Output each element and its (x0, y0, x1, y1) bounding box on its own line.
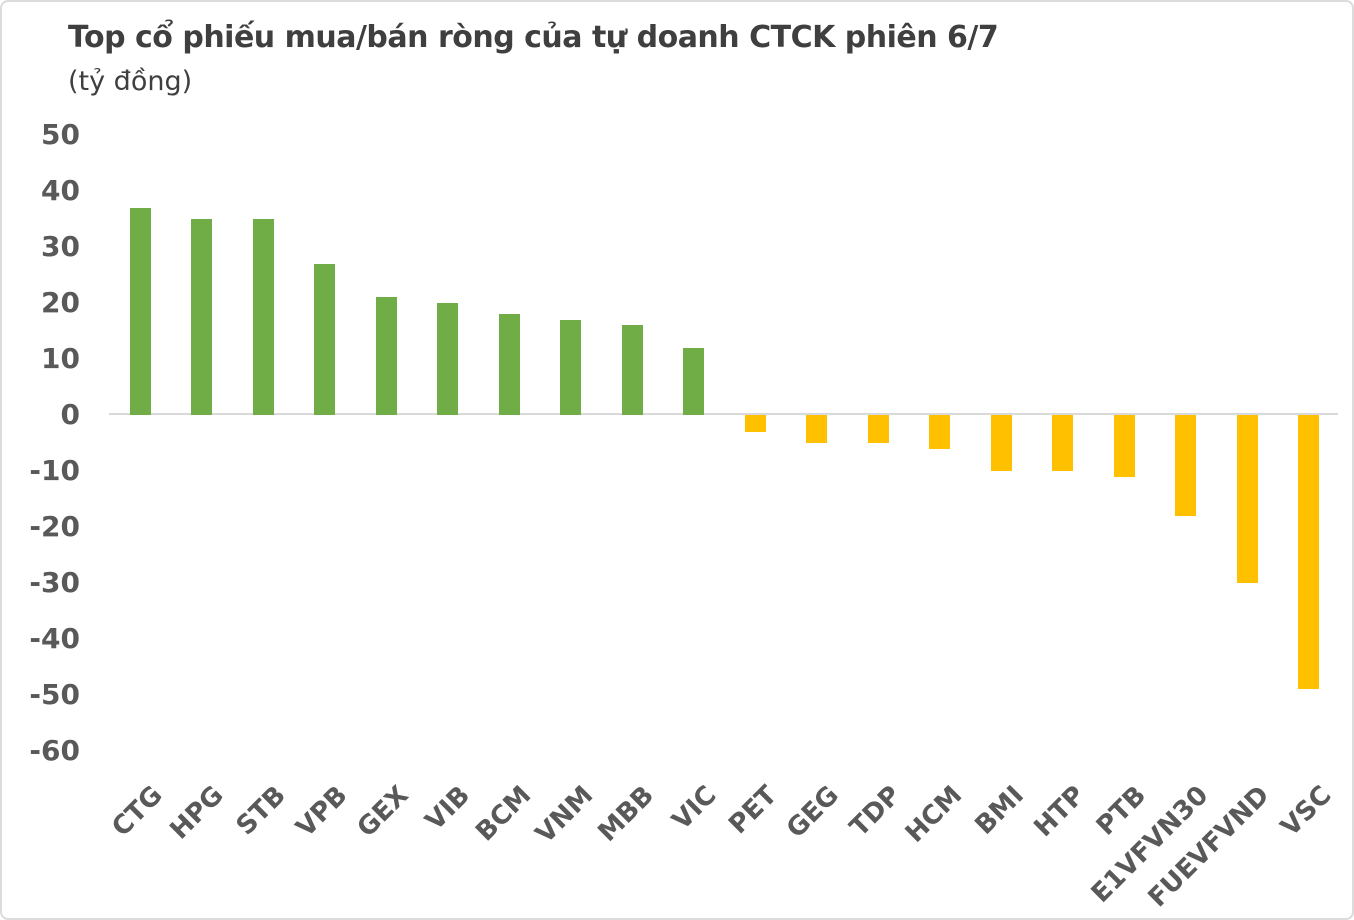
x-axis-label-BMI: BMI (969, 780, 1030, 841)
x-axis-label-HTP: HTP (1028, 780, 1092, 843)
bar-VIC (683, 347, 704, 415)
x-axis-label-PET: PET (723, 780, 784, 841)
y-tick-label: 10 (41, 342, 80, 375)
x-axis-label-VSC: VSC (1274, 780, 1338, 843)
y-tick-label: -60 (29, 734, 80, 767)
chart-title: Top cổ phiếu mua/bán ròng của tự doanh C… (68, 20, 999, 55)
bar-GEG (806, 415, 827, 443)
bar-PTB (1113, 415, 1135, 477)
x-axis-label-VIB: VIB (419, 780, 477, 837)
bar-E1VFVN30 (1175, 415, 1196, 516)
bar-VPB (314, 263, 335, 415)
bar-FUEVFVND (1236, 415, 1258, 583)
bar-HPG (191, 219, 212, 415)
y-tick-label: -20 (29, 510, 80, 543)
bar-CTG (129, 207, 151, 415)
x-axis-label-MBB: MBB (592, 780, 661, 848)
x-axis-label-GEG: GEG (781, 780, 846, 845)
x-axis-label-CTG: CTG (106, 780, 169, 843)
bar-TDP (867, 415, 889, 443)
y-tick-label: 0 (60, 398, 80, 431)
bar-STB (252, 219, 274, 415)
y-tick-label: 20 (41, 286, 80, 319)
bar-BCM (498, 314, 520, 415)
bar-HTP (1052, 415, 1073, 471)
y-tick-label: -40 (29, 622, 80, 655)
y-tick-label: 30 (41, 230, 80, 263)
bar-VIB (437, 303, 458, 415)
bar-PET (744, 415, 766, 432)
x-axis-label-HPG: HPG (164, 780, 231, 846)
bar-VNM (560, 319, 581, 415)
bar-BMI (990, 415, 1012, 471)
x-axis-zero-line (109, 413, 1338, 415)
y-tick-label: -50 (29, 678, 80, 711)
x-axis-label-BCM: BCM (470, 780, 538, 848)
x-axis-label-VPB: VPB (290, 780, 354, 844)
x-axis-label-TDP: TDP (844, 780, 907, 843)
chart-unit-label: (tỷ đồng) (68, 66, 193, 97)
x-axis-label-VIC: VIC (666, 780, 723, 837)
bar-GEX (375, 297, 397, 415)
y-tick-label: 50 (41, 118, 80, 151)
x-axis-label-HCM: HCM (899, 780, 969, 849)
bar-HCM (929, 415, 950, 449)
y-tick-label: -10 (29, 454, 80, 487)
x-axis-label-GEX: GEX (351, 780, 415, 844)
bar-MBB (621, 325, 643, 415)
y-tick-label: -30 (29, 566, 80, 599)
bar-VSC (1298, 415, 1319, 690)
y-tick-label: 40 (41, 174, 80, 207)
x-axis-label-STB: STB (230, 780, 292, 842)
x-axis-label-VNM: VNM (529, 780, 600, 850)
